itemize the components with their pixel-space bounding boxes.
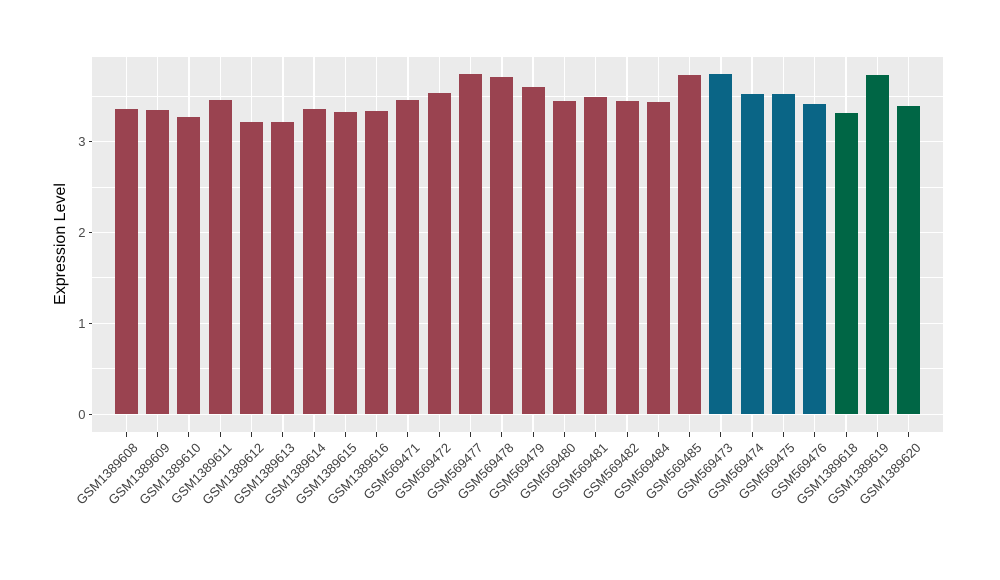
y-tick-label: 2 bbox=[78, 224, 86, 240]
plot-panel bbox=[92, 57, 943, 432]
bar bbox=[333, 112, 357, 415]
x-tick-mark bbox=[782, 432, 784, 437]
x-tick-mark bbox=[751, 432, 753, 437]
x-tick-mark bbox=[845, 432, 847, 437]
x-tick-mark bbox=[501, 432, 503, 437]
bar bbox=[365, 110, 389, 415]
x-tick-mark bbox=[532, 432, 534, 437]
bar bbox=[865, 75, 889, 415]
bar bbox=[552, 100, 576, 415]
bar bbox=[427, 93, 451, 415]
y-tick-mark bbox=[88, 141, 92, 143]
x-tick-mark bbox=[407, 432, 409, 437]
x-tick-mark bbox=[125, 432, 127, 437]
minor-gridline-h bbox=[92, 368, 943, 370]
x-tick-mark bbox=[908, 432, 910, 437]
bar bbox=[146, 109, 170, 415]
y-tick-mark bbox=[88, 231, 92, 233]
y-tick-mark bbox=[88, 322, 92, 324]
x-tick-mark bbox=[313, 432, 315, 437]
x-tick-mark bbox=[188, 432, 190, 437]
x-tick-mark bbox=[720, 432, 722, 437]
bar bbox=[521, 87, 545, 415]
x-tick-mark bbox=[470, 432, 472, 437]
bar bbox=[897, 106, 921, 415]
bar bbox=[490, 77, 514, 415]
x-tick-mark bbox=[282, 432, 284, 437]
bar bbox=[240, 121, 264, 415]
minor-gridline-h bbox=[92, 186, 943, 188]
bar bbox=[114, 108, 138, 415]
bar bbox=[646, 101, 670, 415]
x-tick-mark bbox=[219, 432, 221, 437]
x-tick-mark bbox=[157, 432, 159, 437]
x-tick-mark bbox=[438, 432, 440, 437]
bar bbox=[208, 99, 232, 415]
y-axis-title: Expression Level bbox=[52, 183, 69, 305]
bar bbox=[709, 74, 733, 415]
x-tick-mark bbox=[626, 432, 628, 437]
bar bbox=[302, 108, 326, 415]
bar bbox=[177, 117, 201, 415]
y-tick-label: 1 bbox=[78, 315, 86, 331]
bar bbox=[271, 121, 295, 415]
x-tick-mark bbox=[876, 432, 878, 437]
y-tick-mark bbox=[88, 413, 92, 415]
bar bbox=[584, 97, 608, 415]
x-tick-mark bbox=[344, 432, 346, 437]
bar bbox=[771, 94, 795, 415]
bar bbox=[803, 104, 827, 415]
bar bbox=[396, 99, 420, 415]
bar bbox=[615, 100, 639, 415]
x-tick-mark bbox=[376, 432, 378, 437]
major-gridline-h bbox=[92, 322, 943, 325]
major-gridline-h bbox=[92, 140, 943, 143]
minor-gridline-h bbox=[92, 277, 943, 279]
y-tick-label: 3 bbox=[78, 134, 86, 150]
bar bbox=[459, 74, 483, 415]
minor-gridline-h bbox=[92, 95, 943, 97]
y-tick-label: 0 bbox=[78, 406, 86, 422]
bar bbox=[678, 75, 702, 415]
x-tick-mark bbox=[657, 432, 659, 437]
x-tick-mark bbox=[595, 432, 597, 437]
bar bbox=[740, 94, 764, 415]
bar bbox=[834, 113, 858, 415]
x-tick-mark bbox=[814, 432, 816, 437]
x-tick-mark bbox=[563, 432, 565, 437]
major-gridline-h bbox=[92, 413, 943, 416]
x-tick-mark bbox=[251, 432, 253, 437]
major-gridline-h bbox=[92, 231, 943, 234]
x-tick-mark bbox=[689, 432, 691, 437]
